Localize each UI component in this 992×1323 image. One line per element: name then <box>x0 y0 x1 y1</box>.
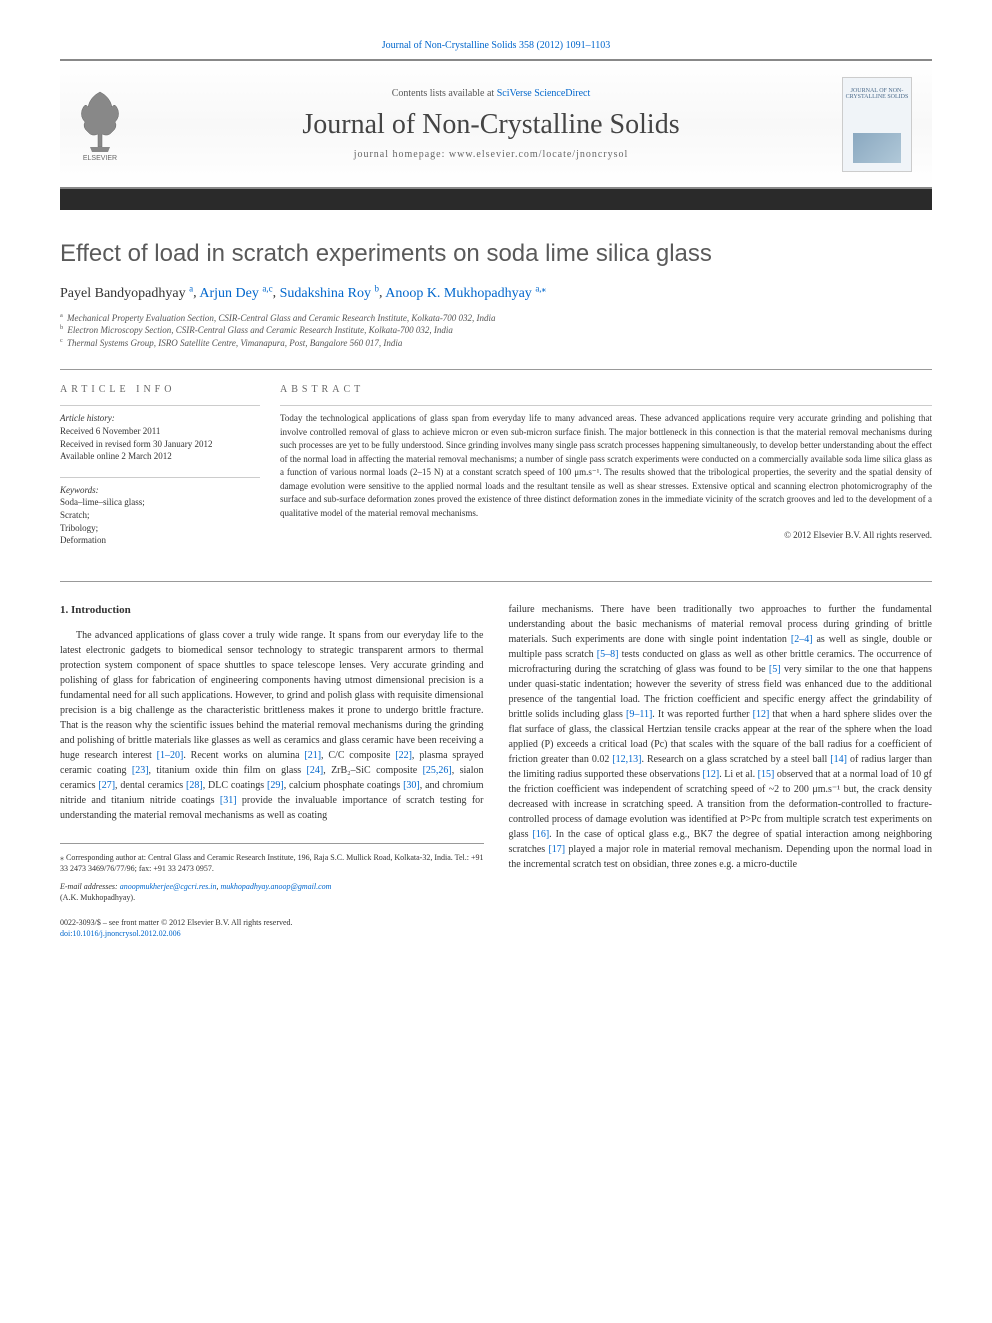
intro-heading: 1. Introduction <box>60 602 484 619</box>
citation-link[interactable]: [15] <box>758 769 775 780</box>
keywords-label: Keywords: <box>60 484 260 497</box>
citation-link[interactable]: [21] <box>304 750 321 761</box>
sciverse-link[interactable]: SciVerse ScienceDirect <box>497 88 591 99</box>
citation-link[interactable]: [27] <box>98 780 115 791</box>
abstract-text: Today the technological applications of … <box>280 405 932 520</box>
citation-link[interactable]: [25,26] <box>423 765 452 776</box>
keyword: Tribology; <box>60 522 260 535</box>
citation-link[interactable]: [31] <box>220 795 237 806</box>
affiliations-list: a Mechanical Property Evaluation Section… <box>60 312 932 350</box>
svg-text:ELSEVIER: ELSEVIER <box>83 155 117 162</box>
citation-link[interactable]: [22] <box>395 750 412 761</box>
publisher-logo-area: ELSEVIER <box>60 72 150 177</box>
article-body: 1. Introduction The advanced application… <box>60 581 932 940</box>
citation-link[interactable]: [9–11] <box>626 709 652 720</box>
citation-link[interactable]: [2–4] <box>791 634 813 645</box>
history-label: Article history: <box>60 412 260 425</box>
citation-link[interactable]: [5] <box>769 664 781 675</box>
email-link-1[interactable]: anoopmukherjee@cgcri.res.in <box>120 882 217 891</box>
keyword: Scratch; <box>60 509 260 522</box>
revised-date: Received in revised form 30 January 2012 <box>60 438 260 451</box>
affiliation: b Electron Microscopy Section, CSIR-Cent… <box>60 324 932 337</box>
citation-link[interactable]: [29] <box>267 780 284 791</box>
citation-link[interactable]: [5–8] <box>597 649 619 660</box>
citation-link[interactable]: [1–20] <box>157 750 184 761</box>
journal-header: ELSEVIER Contents lists available at Sci… <box>60 59 932 189</box>
received-date: Received 6 November 2011 <box>60 425 260 438</box>
author: Arjun Dey a,c <box>199 286 272 301</box>
author: Payel Bandyopadhyay a <box>60 286 193 301</box>
journal-homepage: journal homepage: www.elsevier.com/locat… <box>150 149 832 160</box>
email-person: (A.K. Mukhopadhyay). <box>60 892 484 903</box>
keywords-list: Soda–lime–silica glass;Scratch;Tribology… <box>60 496 260 546</box>
citation-link[interactable]: [28] <box>186 780 203 791</box>
email-link-2[interactable]: mukhopadhyay.anoop@gmail.com <box>221 882 332 891</box>
email-addresses: E-mail addresses: anoopmukherjee@cgcri.r… <box>60 881 484 892</box>
journal-reference: Journal of Non-Crystalline Solids 358 (2… <box>60 40 932 51</box>
article-info-panel: article info Article history: Received 6… <box>60 384 280 560</box>
journal-cover-icon: JOURNAL OF NON-CRYSTALLINE SOLIDS <box>842 77 912 172</box>
keyword: Soda–lime–silica glass; <box>60 496 260 509</box>
abstract-heading: abstract <box>280 384 932 395</box>
citation-link[interactable]: [17] <box>548 844 565 855</box>
citation-link[interactable]: [24] <box>307 765 324 776</box>
citation-link[interactable]: [23] <box>132 765 149 776</box>
issn-line: 0022-3093/$ – see front matter © 2012 El… <box>60 917 484 928</box>
citation-link[interactable]: [12] <box>703 769 720 780</box>
citation-link[interactable]: [14] <box>830 754 847 765</box>
corresponding-author: ⁎ Corresponding author at: Central Glass… <box>60 852 484 874</box>
intro-paragraph-2: failure mechanisms. There have been trad… <box>509 602 933 872</box>
footer-notes: ⁎ Corresponding author at: Central Glass… <box>60 843 484 939</box>
abstract-panel: abstract Today the technological applica… <box>280 384 932 560</box>
citation-link[interactable]: [12,13] <box>612 754 641 765</box>
article-title: Effect of load in scratch experiments on… <box>60 240 932 268</box>
elsevier-tree-icon: ELSEVIER <box>70 82 130 162</box>
contents-available: Contents lists available at SciVerse Sci… <box>150 88 832 99</box>
authors-list: Payel Bandyopadhyay a, Arjun Dey a,c, Su… <box>60 283 932 302</box>
author: Anoop K. Mukhopadhyay a,⁎ <box>385 286 546 301</box>
column-right: failure mechanisms. There have been trad… <box>509 602 933 940</box>
citation-link[interactable]: [16] <box>532 829 549 840</box>
keyword: Deformation <box>60 534 260 547</box>
article-info-heading: article info <box>60 384 260 395</box>
journal-title: Journal of Non-Crystalline Solids <box>150 109 832 141</box>
citation-link[interactable]: [30] <box>403 780 420 791</box>
citation-link[interactable]: [12] <box>753 709 770 720</box>
affiliation: c Thermal Systems Group, ISRO Satellite … <box>60 337 932 350</box>
author: Sudakshina Roy b <box>280 286 379 301</box>
doi-link[interactable]: doi:10.1016/j.jnoncrysol.2012.02.006 <box>60 929 181 938</box>
abstract-copyright: © 2012 Elsevier B.V. All rights reserved… <box>280 530 932 540</box>
column-left: 1. Introduction The advanced application… <box>60 602 484 940</box>
header-divider <box>60 188 932 210</box>
intro-paragraph-1: The advanced applications of glass cover… <box>60 628 484 823</box>
journal-ref-link[interactable]: Journal of Non-Crystalline Solids 358 (2… <box>382 40 611 51</box>
affiliation: a Mechanical Property Evaluation Section… <box>60 312 932 325</box>
online-date: Available online 2 March 2012 <box>60 450 260 463</box>
